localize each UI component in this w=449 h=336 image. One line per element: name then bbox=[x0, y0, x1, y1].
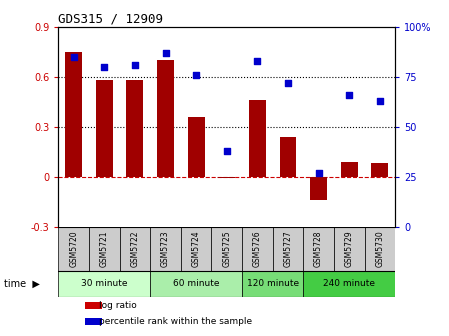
Bar bbox=[181, 227, 211, 271]
Text: 30 minute: 30 minute bbox=[81, 279, 128, 288]
Bar bbox=[303, 227, 334, 271]
Bar bbox=[273, 227, 303, 271]
Text: percentile rank within the sample: percentile rank within the sample bbox=[99, 317, 252, 326]
Text: GSM5727: GSM5727 bbox=[283, 230, 292, 267]
Bar bbox=[96, 80, 113, 177]
Bar bbox=[218, 177, 235, 178]
Text: GSM5724: GSM5724 bbox=[192, 230, 201, 267]
Bar bbox=[365, 227, 395, 271]
Bar bbox=[371, 163, 388, 177]
Point bbox=[376, 98, 383, 103]
Bar bbox=[150, 227, 181, 271]
Bar bbox=[303, 271, 395, 297]
Bar bbox=[58, 271, 150, 297]
Text: log ratio: log ratio bbox=[99, 301, 136, 310]
Text: GDS315 / 12909: GDS315 / 12909 bbox=[58, 13, 163, 26]
Text: GSM5729: GSM5729 bbox=[345, 230, 354, 267]
Bar bbox=[310, 177, 327, 200]
Bar bbox=[157, 60, 174, 177]
Text: GSM5726: GSM5726 bbox=[253, 230, 262, 267]
Bar bbox=[89, 227, 119, 271]
Bar bbox=[58, 227, 89, 271]
Text: 60 minute: 60 minute bbox=[173, 279, 220, 288]
Point bbox=[346, 92, 353, 97]
Text: time  ▶: time ▶ bbox=[4, 279, 40, 289]
Bar bbox=[85, 318, 102, 325]
Bar bbox=[242, 227, 273, 271]
Bar bbox=[150, 271, 242, 297]
Bar bbox=[249, 100, 266, 177]
Text: GSM5728: GSM5728 bbox=[314, 230, 323, 267]
Text: 120 minute: 120 minute bbox=[247, 279, 299, 288]
Point bbox=[223, 148, 230, 154]
Bar bbox=[65, 52, 82, 177]
Point bbox=[70, 54, 77, 59]
Bar bbox=[280, 137, 296, 177]
Bar bbox=[341, 162, 357, 177]
Point bbox=[131, 62, 138, 68]
Bar bbox=[85, 302, 102, 309]
Bar bbox=[211, 227, 242, 271]
Bar bbox=[188, 117, 205, 177]
Bar bbox=[127, 80, 143, 177]
Text: GSM5725: GSM5725 bbox=[222, 230, 231, 267]
Bar bbox=[119, 227, 150, 271]
Point bbox=[315, 170, 322, 175]
Point bbox=[162, 50, 169, 55]
Text: 240 minute: 240 minute bbox=[323, 279, 375, 288]
Bar bbox=[242, 271, 303, 297]
Text: GSM5730: GSM5730 bbox=[375, 230, 384, 267]
Text: GSM5723: GSM5723 bbox=[161, 230, 170, 267]
Text: GSM5721: GSM5721 bbox=[100, 230, 109, 267]
Point bbox=[254, 58, 261, 64]
Text: GSM5722: GSM5722 bbox=[130, 230, 139, 267]
Point bbox=[101, 64, 108, 70]
Bar bbox=[334, 227, 365, 271]
Text: GSM5720: GSM5720 bbox=[69, 230, 78, 267]
Point bbox=[193, 72, 200, 78]
Point bbox=[284, 80, 291, 86]
